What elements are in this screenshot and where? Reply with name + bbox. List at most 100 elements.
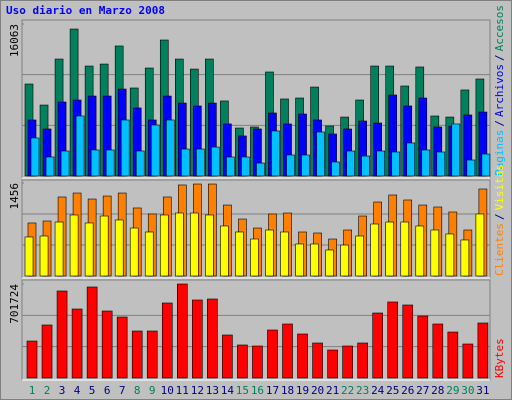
- x-tick-label: 8: [134, 384, 141, 397]
- bar: [430, 229, 440, 277]
- bar: [361, 155, 370, 177]
- bar: [150, 124, 160, 177]
- x-tick-label: 5: [89, 384, 96, 397]
- bar: [385, 221, 395, 277]
- legend: Clientes / Visitas: [493, 164, 506, 276]
- bar: [331, 161, 340, 177]
- x-tick-label: 13: [206, 384, 219, 397]
- bar: [415, 225, 425, 277]
- bar: [295, 243, 304, 277]
- x-tick-label: 9: [149, 384, 156, 397]
- bar: [372, 312, 383, 379]
- bar: [301, 154, 310, 177]
- bar: [75, 115, 85, 177]
- bar: [297, 333, 308, 379]
- x-tick-label: 27: [416, 384, 429, 397]
- legend-separator: /: [493, 54, 506, 61]
- bar: [114, 219, 124, 277]
- bar: [54, 221, 64, 277]
- bar: [86, 286, 98, 379]
- bar: [447, 331, 459, 379]
- x-tick-label: 28: [431, 384, 444, 397]
- x-tick-label: 6: [104, 384, 111, 397]
- bar: [41, 324, 53, 379]
- bar: [60, 150, 70, 177]
- legend-entry: Paginas: [493, 130, 506, 176]
- bar: [146, 330, 158, 379]
- bar: [451, 123, 461, 177]
- x-tick-label: 17: [266, 384, 279, 397]
- bar: [116, 316, 128, 379]
- bar: [256, 162, 265, 177]
- bar: [355, 235, 364, 277]
- bar: [342, 345, 353, 379]
- bar: [30, 137, 40, 177]
- y-tick-label: 16063: [8, 24, 21, 57]
- bar: [286, 154, 295, 177]
- bar: [99, 215, 109, 277]
- legend-entry: Accesos: [493, 5, 506, 51]
- bar: [211, 146, 220, 177]
- bar: [387, 301, 399, 379]
- legend: KBytes: [493, 338, 506, 378]
- bar: [340, 244, 349, 277]
- bar: [271, 130, 280, 177]
- bar: [69, 214, 79, 277]
- bar: [196, 148, 205, 177]
- bar: [71, 308, 83, 379]
- bar: [250, 238, 259, 277]
- bar: [310, 243, 319, 277]
- x-tick-label: 21: [326, 384, 339, 397]
- bar: [327, 349, 338, 379]
- x-tick-label: 11: [176, 384, 189, 397]
- bar: [252, 345, 263, 379]
- bar: [325, 249, 334, 277]
- bar: [129, 227, 139, 277]
- bar: [192, 299, 203, 379]
- legend-entry: Clientes: [493, 223, 506, 276]
- x-tick-label: 10: [161, 384, 174, 397]
- x-tick-label: 2: [44, 384, 51, 397]
- bar: [376, 150, 385, 177]
- bar: [177, 283, 188, 379]
- bar: [207, 298, 218, 379]
- bar: [400, 221, 410, 277]
- bar: [105, 149, 115, 177]
- x-tick-label: 29: [446, 384, 459, 397]
- bar: [222, 334, 233, 379]
- bar: [445, 233, 455, 277]
- bar: [421, 149, 431, 177]
- x-tick-label: 7: [119, 384, 126, 397]
- x-tick-label: 30: [461, 384, 474, 397]
- bar: [235, 231, 244, 277]
- bar: [370, 223, 379, 277]
- x-tick-label: 22: [341, 384, 354, 397]
- chart-title: Uso diario en Marzo 2008: [6, 4, 165, 17]
- bar: [84, 222, 94, 277]
- legend-entry: KBytes: [493, 338, 506, 378]
- bar: [316, 131, 325, 177]
- bar: [432, 323, 444, 379]
- bar: [161, 302, 173, 379]
- bar: [135, 150, 145, 177]
- bar: [220, 225, 229, 277]
- bar: [477, 322, 489, 379]
- x-tick-label: 31: [476, 384, 489, 397]
- bar: [346, 150, 355, 177]
- bar: [181, 148, 190, 177]
- x-tick-label: 23: [356, 384, 369, 397]
- legend-entry: Archivos: [493, 64, 506, 117]
- bar: [391, 151, 401, 177]
- bar: [190, 212, 199, 277]
- bar: [312, 342, 323, 379]
- x-tick-label: 24: [371, 384, 385, 397]
- bar: [466, 159, 476, 177]
- legend-separator: /: [493, 120, 506, 127]
- bar: [205, 214, 214, 277]
- x-tick-label: 19: [296, 384, 309, 397]
- bar: [39, 235, 49, 277]
- x-tick-label: 16: [251, 384, 264, 397]
- x-tick-label: 3: [59, 384, 66, 397]
- bar: [175, 212, 184, 277]
